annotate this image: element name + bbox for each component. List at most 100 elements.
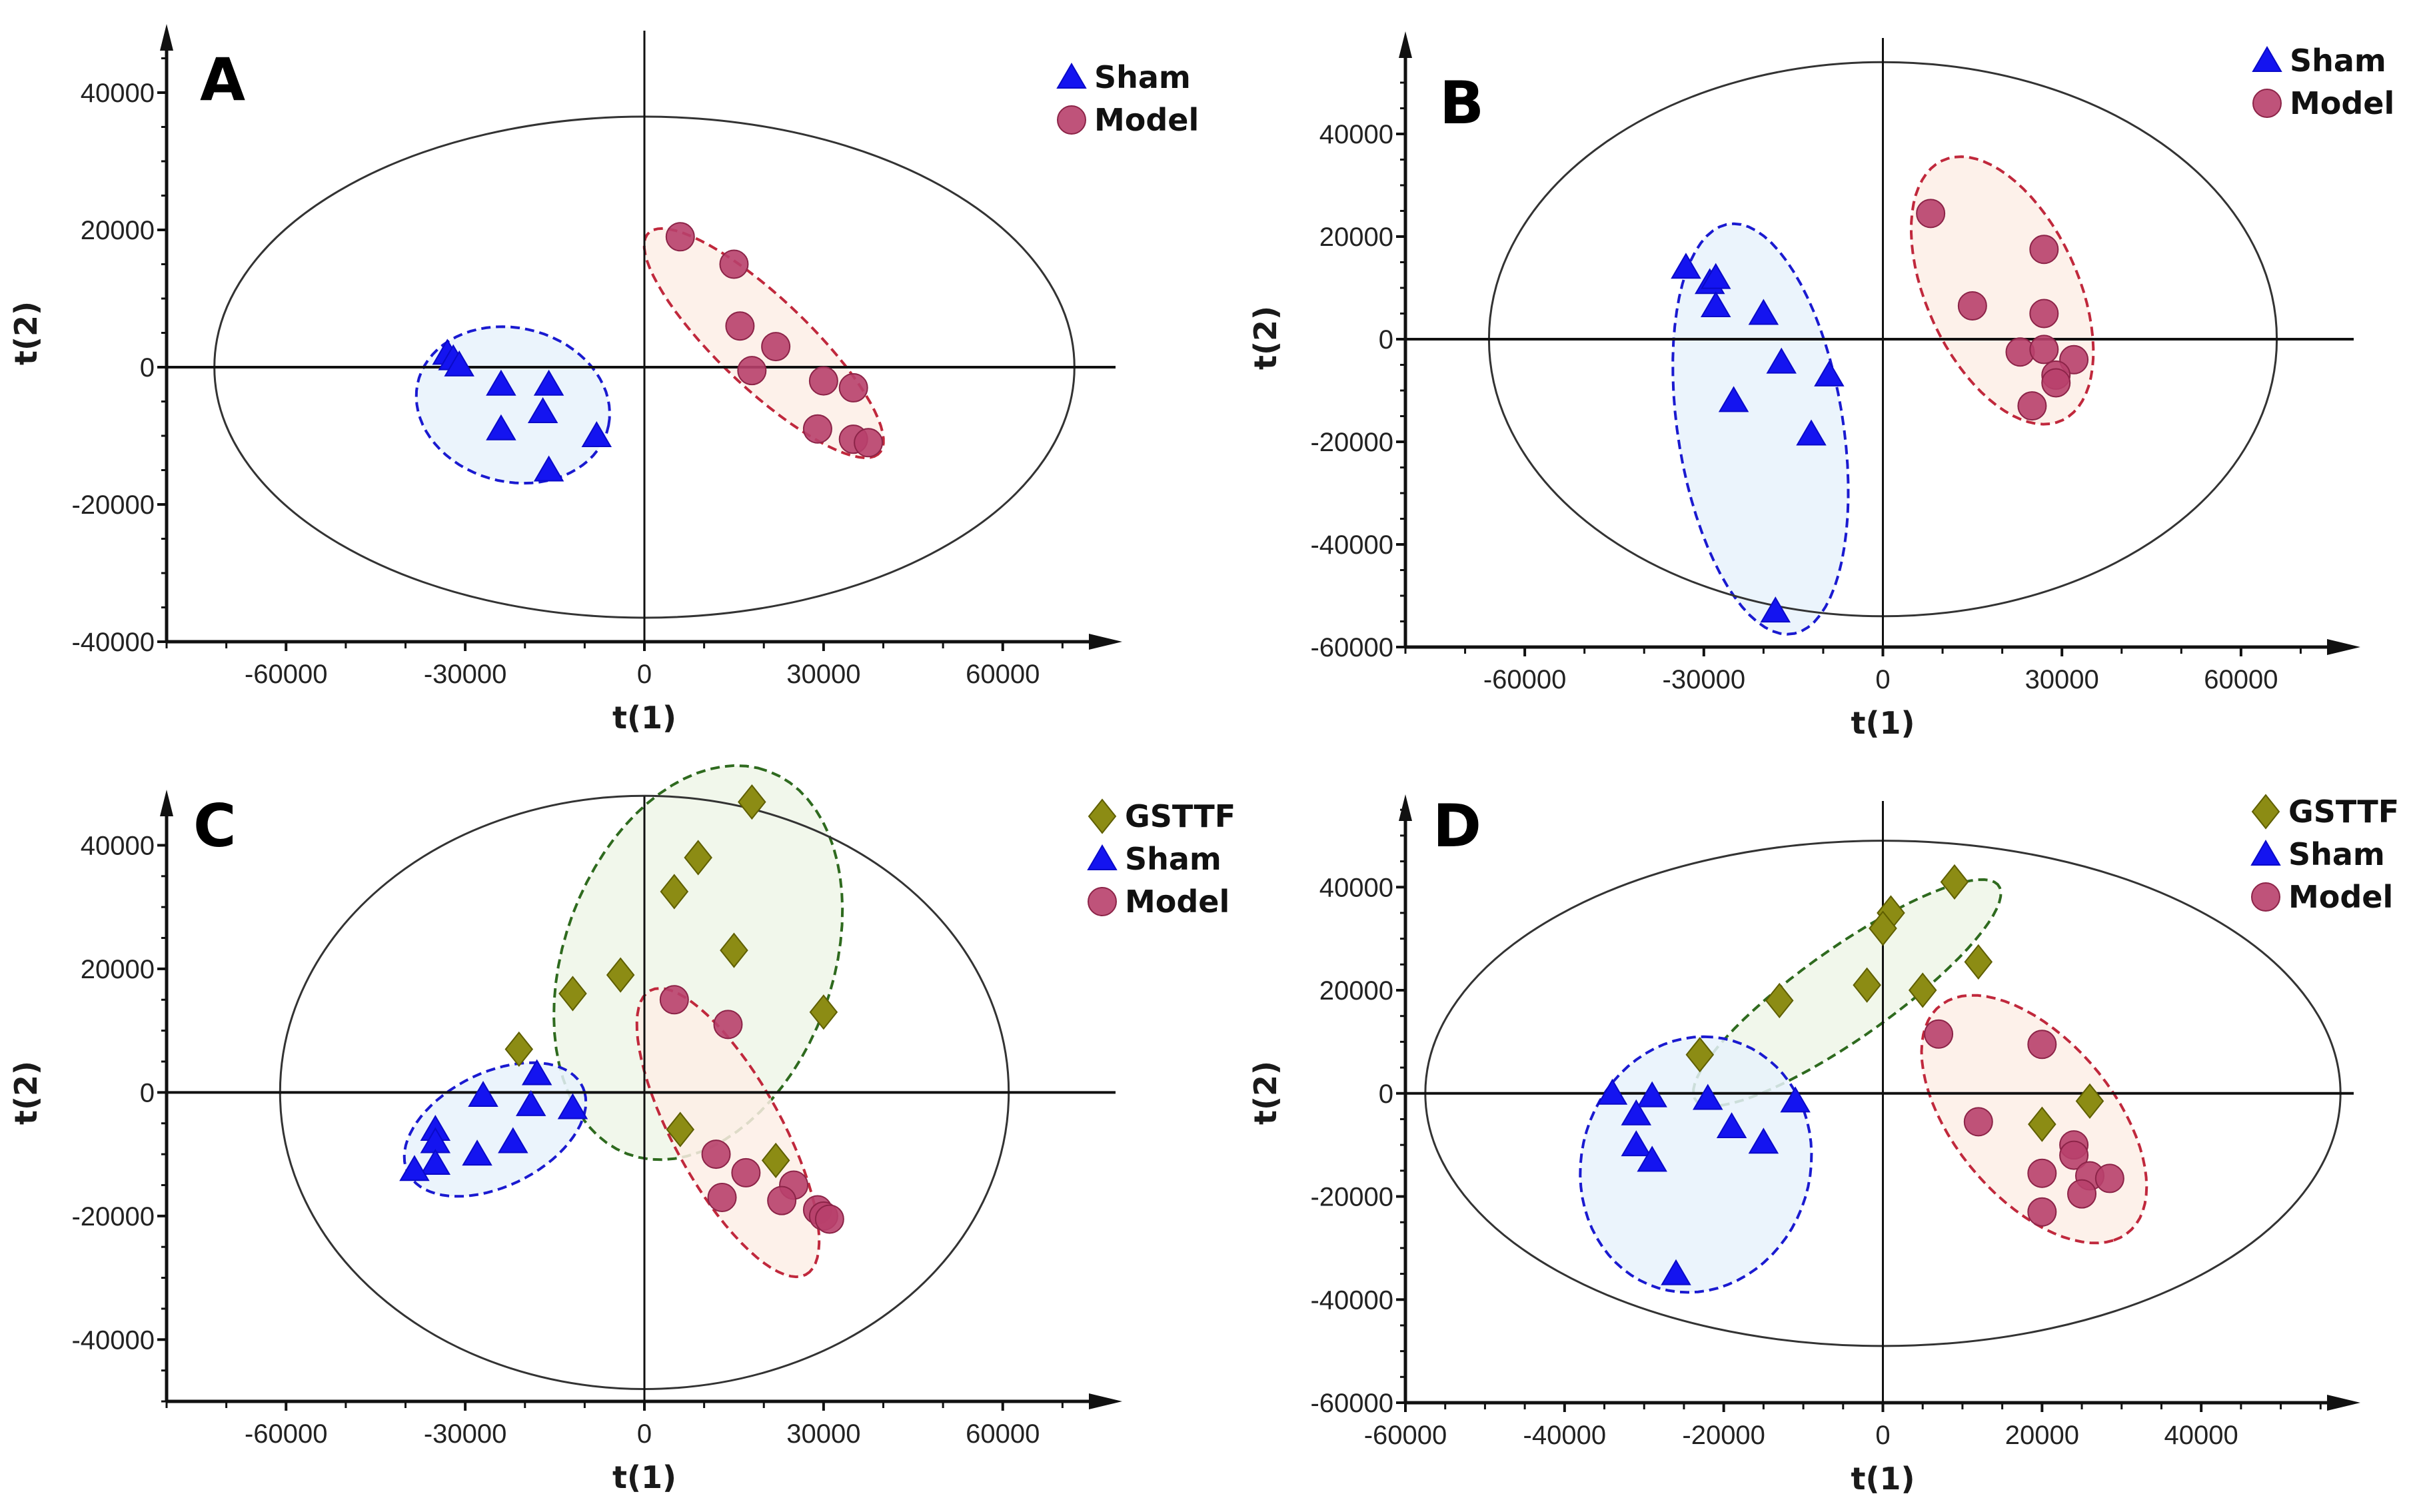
sham-point [1621, 1099, 1652, 1126]
x-tick-label: 0 [637, 1419, 652, 1449]
sham-point [444, 350, 474, 377]
x-tick-label: 30000 [2025, 665, 2099, 694]
model-point [2029, 299, 2059, 329]
sham-point [581, 421, 612, 447]
legend-label-model: Model [1094, 102, 1199, 138]
legend-diamond-icon [2251, 794, 2280, 830]
sham-point [1748, 1128, 1779, 1154]
y-axis-arrow-icon [160, 24, 173, 51]
y-tick-label: -60000 [1310, 633, 1393, 662]
model-point [1924, 1019, 1954, 1049]
y-axis-arrow-icon [1399, 31, 1412, 58]
panel-c: -60000 -30000 0 30000 60000 -40000 -20000 0 2000… [8, 764, 1235, 1495]
x-axis-label: t(1) [612, 700, 676, 736]
sham-point [462, 1139, 492, 1166]
x-tick-label: -30000 [424, 660, 507, 689]
model-point [2067, 1179, 2097, 1209]
sham-point [533, 369, 564, 396]
gsttf-point [1685, 1037, 1715, 1073]
y-tick-label: -40000 [1310, 1285, 1393, 1315]
sham-point [1700, 263, 1731, 289]
y-tick-label: 20000 [1319, 223, 1393, 252]
legend-label-model: Model [2288, 879, 2393, 915]
panel-letter: D [1433, 792, 1481, 860]
x-axis-arrow-icon [1089, 1393, 1122, 1409]
y-axis-label: t(2) [8, 301, 44, 365]
x-tick-label: -30000 [1663, 665, 1746, 694]
series-sham [1671, 253, 1845, 623]
model-point [814, 1204, 844, 1234]
model-point [719, 249, 749, 279]
legend-label-sham: Sham [1094, 59, 1191, 95]
y-axis-arrow-icon [160, 790, 173, 816]
model-point [2041, 368, 2071, 398]
legend: GSTTF Sham Model [1087, 798, 1235, 920]
model-point [2027, 1197, 2057, 1227]
legend-label-sham: Sham [2290, 43, 2386, 79]
legend-label-model: Model [1125, 884, 1229, 920]
series-model [1916, 199, 2089, 421]
x-axis-arrow-icon [2327, 1395, 2360, 1411]
y-tick-label: 20000 [1319, 976, 1393, 1006]
sham-confidence-ellipse [1579, 1035, 1813, 1294]
y-tick-label: 20000 [81, 216, 155, 245]
gsttf-point [1908, 972, 1937, 1008]
sham-point [1796, 419, 1827, 446]
model-point [854, 428, 884, 458]
gsttf-point [606, 957, 635, 993]
legend-label-gsttf: GSTTF [2288, 794, 2399, 830]
y-tick-label: 0 [1379, 325, 1393, 355]
gsttf-point [558, 976, 587, 1012]
panel-letter: B [1439, 69, 1484, 137]
sham-point [1621, 1130, 1652, 1157]
legend-diamond-icon [1088, 798, 1117, 834]
x-axis-label: t(1) [612, 1459, 676, 1495]
gsttf-point [1853, 967, 1881, 1003]
panel-d: -60000 -40000 -20000 0 20000 40000 -60000 -4000… [1247, 792, 2399, 1497]
model-point [665, 222, 695, 252]
y-axis-label: t(2) [1247, 1061, 1283, 1125]
sham-point [1661, 1259, 1691, 1285]
sham-point [1671, 253, 1701, 279]
y-tick-label: 0 [140, 1078, 155, 1108]
gsttf-point [761, 1142, 790, 1178]
sham-point [1766, 347, 1797, 374]
y-tick-label: 0 [1379, 1080, 1393, 1109]
x-tick-label: -60000 [245, 660, 328, 689]
model-point [2027, 1030, 2057, 1060]
sham-confidence-ellipse [1671, 222, 1850, 636]
series-model [1924, 1019, 2124, 1227]
series-model [665, 222, 884, 458]
x-tick-label: 40000 [2164, 1421, 2238, 1450]
model-point [731, 1157, 761, 1187]
y-tick-label: 40000 [81, 831, 155, 860]
gsttf-point [1765, 982, 1794, 1019]
series-sham [1597, 1078, 1811, 1285]
y-axis-label: t(2) [8, 1061, 44, 1125]
y-tick-label: -40000 [71, 1325, 155, 1355]
legend-triangle-icon [1056, 63, 1087, 89]
series-sham [399, 1059, 588, 1181]
legend-circle-icon [2252, 89, 2282, 118]
legend-triangle-icon [2252, 46, 2282, 72]
model-point [725, 311, 755, 341]
gsttf-point [738, 784, 766, 820]
sham-point [1597, 1078, 1628, 1105]
series-sham [432, 339, 612, 482]
gsttf-point [2028, 1106, 2056, 1142]
y-tick-label: 0 [140, 353, 155, 382]
model-point [2029, 235, 2059, 265]
x-axis-arrow-icon [2327, 639, 2360, 655]
y-tick-label: 20000 [81, 955, 155, 984]
model-point [701, 1139, 731, 1169]
x-tick-label: 60000 [2204, 665, 2278, 694]
sham-point [557, 1093, 588, 1120]
sham-point [486, 414, 516, 440]
sham-point [1780, 1086, 1811, 1113]
model-point [713, 1010, 743, 1040]
sham-point [1760, 596, 1791, 623]
x-axis-label: t(1) [1851, 1461, 1915, 1497]
x-tick-label: 0 [637, 660, 652, 689]
gsttf-point [666, 1112, 695, 1147]
